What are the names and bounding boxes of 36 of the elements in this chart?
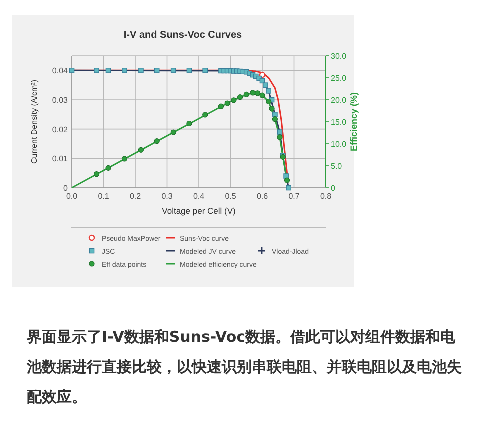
x-tick-label: 0.1 [98,192,110,201]
x-tick-label: 0.5 [225,192,237,201]
point [170,68,176,74]
y2-tick-label: 25.0 [331,74,348,83]
chart-title: I-V and Suns-Voc Curves [124,30,243,41]
y-tick-label: 0.02 [52,125,69,134]
point [154,68,160,74]
point [202,68,208,74]
point [122,68,128,74]
x-tick-label: 0.6 [256,192,269,201]
point [263,82,268,88]
x-tick-label: 0.2 [130,192,142,201]
y2-tick-label: 0 [331,184,336,193]
text: 界面显示了I-V数据和Suns-Voc数据。借此可以对组件数据和电池数据进行直接比较，以快速识别串联电阻、并联电阻以及电池失配效应。 [27,327,463,408]
x-tick-label: 0.7 [288,192,300,201]
y-tick-label: 0.03 [52,96,69,105]
point [69,68,75,74]
point [106,68,112,74]
y-axis-title: Current Density (A/cm²) [30,80,39,164]
x-tick-label: 0.3 [162,192,174,201]
y-tick-label: 0.04 [52,66,69,76]
y2-axis-title: Efficiency (%) [349,92,359,152]
point [186,68,192,74]
x-tick-label: 0.0 [66,192,78,201]
y2-tick-label: 30.0 [331,52,348,61]
x-tick-label: 0.4 [193,192,206,201]
y2-tick-label: 5.0 [331,162,343,171]
x-axis-title: Voltage per Cell (V) [162,206,236,216]
y-tick-label: 0.01 [52,154,69,164]
point [94,68,100,74]
y2-tick-label: 10.0 [331,140,348,149]
y2-tick-label: 20.0 [331,96,348,105]
x-tick-label: 0.8 [320,192,332,201]
point [138,68,144,74]
y2-tick-label: 15.0 [331,118,348,127]
y-tick-label: 0 [64,184,69,193]
